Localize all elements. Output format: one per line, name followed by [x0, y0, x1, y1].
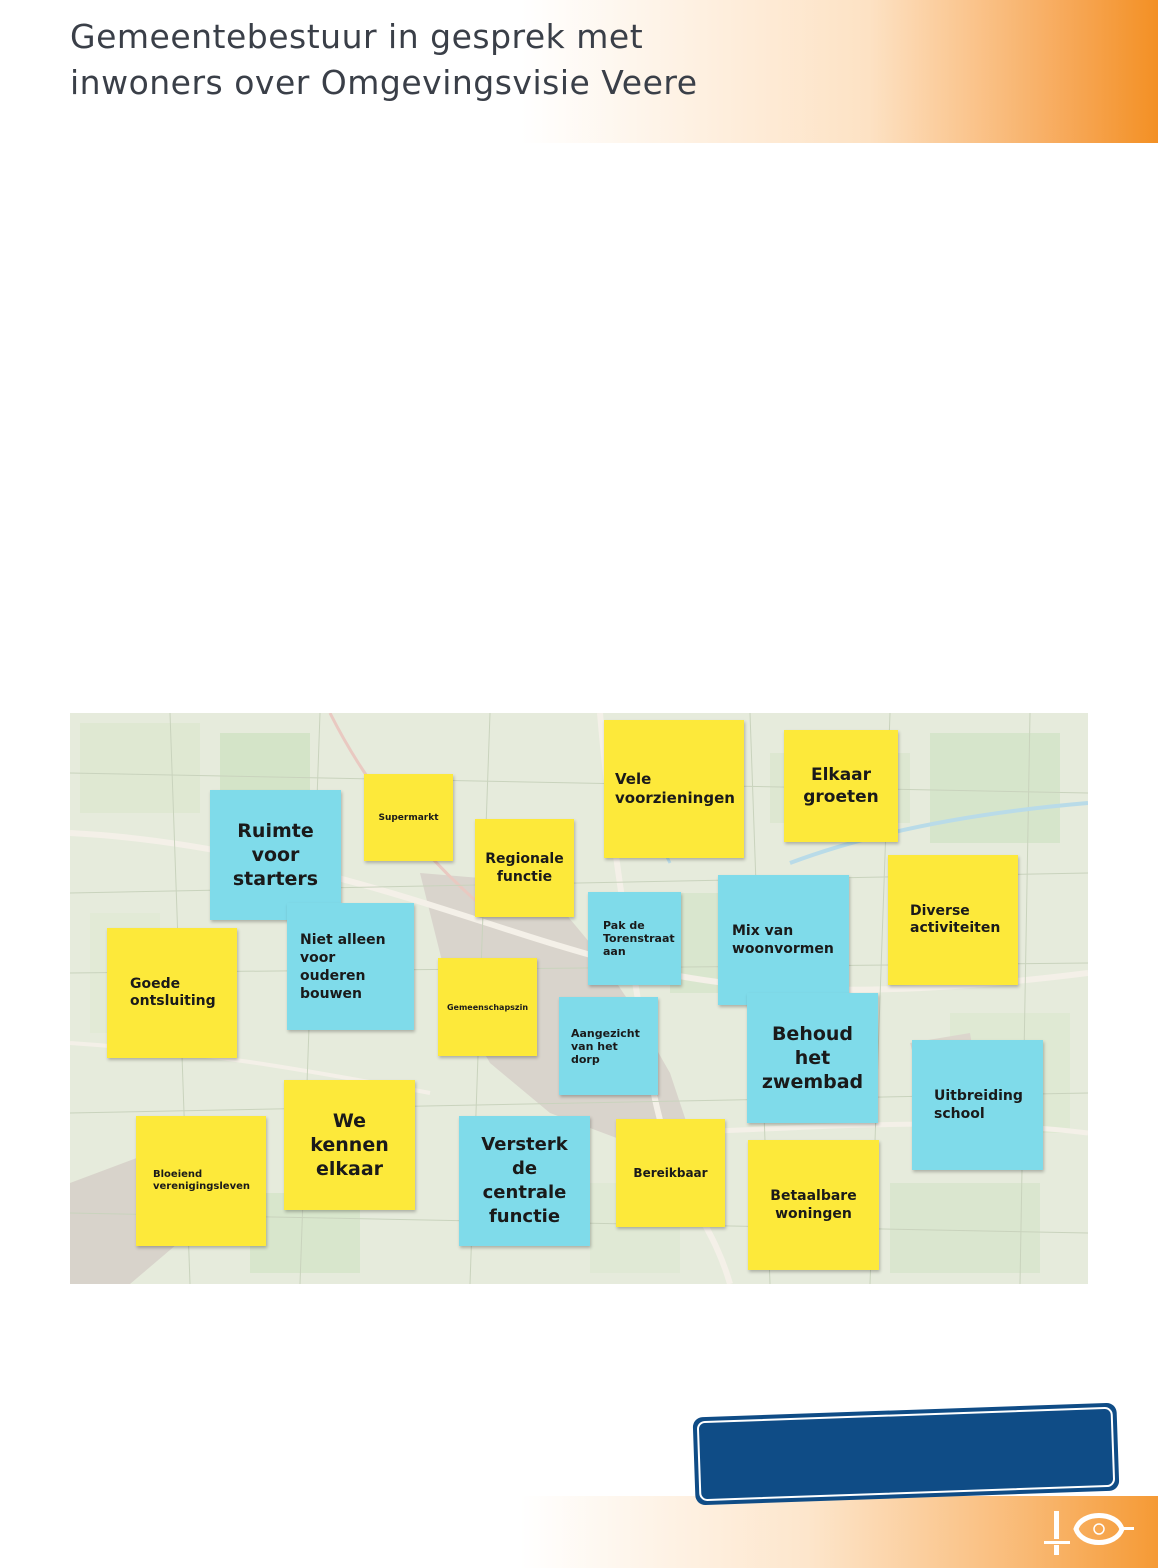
- sticky-note-diverse-activiteiten: Diverse activiteiten: [888, 855, 1018, 985]
- page-title-line-2: inwoners over Omgevingsvisie Veere: [70, 63, 698, 102]
- municipality-logo-icon: [1044, 1511, 1134, 1555]
- sticky-note-gemeenschapszin: Gemeenschapszin: [438, 958, 537, 1056]
- blue-banner-box: [692, 1402, 1120, 1506]
- sticky-note-betaalbare-woningen: Betaalbare woningen: [748, 1140, 879, 1270]
- sticky-note-we-kennen-elkaar: We kennen elkaar: [284, 1080, 415, 1210]
- header-gradient-band: [0, 0, 1158, 143]
- sticky-note-uitbreiding-school: Uitbreiding school: [912, 1040, 1043, 1170]
- sticky-note-vele-voorzieningen: Vele voorzieningen: [604, 720, 744, 858]
- footer-gradient-band: [520, 1496, 1158, 1568]
- sticky-note-ruimte-voor-starters: Ruimte voor starters: [210, 790, 341, 920]
- sticky-note-goede-ontsluiting: Goede ontsluiting: [107, 928, 237, 1058]
- sticky-note-versterk-de-centrale-functie: Versterk de centrale functie: [459, 1116, 590, 1246]
- sticky-note-regionale-functie: Regionale functie: [475, 819, 574, 917]
- blue-banner-border: [696, 1406, 1116, 1502]
- page-title: Gemeentebestuur in gesprek met inwoners …: [70, 14, 830, 106]
- sticky-note-aangezicht-van-het-dorp: Aangezicht van het dorp: [559, 997, 658, 1095]
- sticky-note-niet-alleen-voor-ouderen-bouwen: Niet alleen voor ouderen bouwen: [287, 903, 414, 1030]
- sticky-note-elkaar-groeten: Elkaar groeten: [784, 730, 898, 842]
- page-title-line-1: Gemeentebestuur in gesprek met: [70, 17, 644, 56]
- sticky-note-behoud-het-zwembad: Behoud het zwembad: [747, 993, 878, 1123]
- sticky-note-supermarkt: Supermarkt: [364, 774, 453, 861]
- map-with-sticky-notes: Ruimte voor starters Supermarkt Regionale f…: [70, 713, 1088, 1284]
- sticky-note-bereikbaar: Bereikbaar: [616, 1119, 725, 1227]
- sticky-note-pak-de-torenstraat-aan: Pak de Torenstraat aan: [588, 892, 681, 985]
- sticky-note-mix-van-woonvormen: Mix van woonvormen: [718, 875, 849, 1005]
- sticky-note-bloeiend-verenigingsleven: Bloeiend verenigingsleven: [136, 1116, 266, 1246]
